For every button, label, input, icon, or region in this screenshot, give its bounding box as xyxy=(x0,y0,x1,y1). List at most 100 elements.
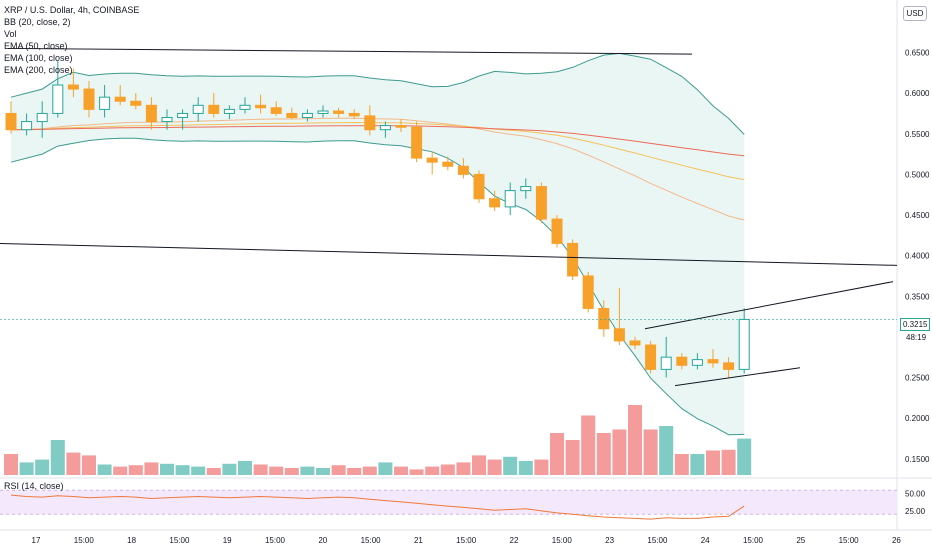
candle-body xyxy=(411,126,423,159)
volume-bar xyxy=(300,466,315,475)
candle-body xyxy=(645,344,657,370)
volume-bar xyxy=(97,464,112,475)
rsi-tick-label: 25.00 xyxy=(905,507,926,516)
volume-bar xyxy=(503,456,518,475)
price-tick-label: 0.1500 xyxy=(905,455,930,464)
time-tick-label: 25 xyxy=(796,536,805,545)
trendline-mid xyxy=(0,242,898,266)
chart-legend: XRP / U.S. Dollar, 4h, COINBASE BB (20, … xyxy=(4,4,139,76)
time-tick-label: 15:00 xyxy=(743,536,764,545)
price-tick-label: 0.4500 xyxy=(905,211,930,220)
volume-bar xyxy=(269,466,284,475)
candle-body xyxy=(582,275,594,309)
volume-bar xyxy=(518,461,533,475)
candle-body xyxy=(504,190,516,208)
candle-body xyxy=(208,104,220,114)
candle-body xyxy=(660,356,672,370)
volume-bar xyxy=(191,466,206,475)
volume-bar xyxy=(82,455,96,475)
volume-bar xyxy=(128,465,143,475)
volume-bar xyxy=(378,462,393,475)
bar-countdown: 48:19 xyxy=(904,332,929,343)
rsi-band xyxy=(0,490,897,515)
time-tick-label: 22 xyxy=(510,536,519,545)
price-tick-label: 0.6000 xyxy=(905,89,930,98)
candle-body xyxy=(21,121,33,131)
volume-bar xyxy=(596,433,611,475)
volume-bar xyxy=(253,464,268,475)
candle-body xyxy=(348,112,360,117)
rsi-tick-label: 50.00 xyxy=(905,490,926,499)
time-tick-label: 23 xyxy=(605,536,614,545)
volume-bar xyxy=(737,438,752,475)
price-tick-label: 0.5500 xyxy=(905,130,930,139)
volume-bar xyxy=(144,462,159,475)
candle-body xyxy=(145,104,157,123)
volume-bar xyxy=(456,462,471,475)
indicator-ema100[interactable]: EMA (100, close) xyxy=(4,53,73,63)
volume-bar xyxy=(581,415,596,475)
candle-body xyxy=(395,125,407,128)
candle-body xyxy=(738,318,750,370)
volume-bar xyxy=(706,450,720,475)
indicator-ema200[interactable]: EMA (200, close) xyxy=(4,65,73,75)
candle-body xyxy=(333,110,345,114)
candle-body xyxy=(239,104,251,110)
candle-body xyxy=(52,84,64,114)
volume-bar xyxy=(222,463,237,475)
time-tick-label: 17 xyxy=(32,536,41,545)
trendline-wedge-top xyxy=(644,281,894,330)
indicator-bb[interactable]: BB (20, close, 2) xyxy=(4,17,71,27)
volume-bar xyxy=(690,454,705,475)
time-tick-label: 15:00 xyxy=(169,536,190,545)
time-tick-label: 15:00 xyxy=(647,536,668,545)
candle-body xyxy=(36,112,48,123)
candle-body xyxy=(83,88,95,110)
time-tick-label: 24 xyxy=(701,536,710,545)
candle-body xyxy=(691,359,703,366)
candle-body xyxy=(723,362,735,370)
volume-bar xyxy=(394,466,408,475)
candle-body xyxy=(473,173,485,200)
candle-body xyxy=(114,96,126,102)
volume-bar xyxy=(628,405,642,475)
volume-bar xyxy=(409,469,424,475)
price-tick-label: 0.4000 xyxy=(905,252,930,261)
candle-body xyxy=(317,110,329,114)
candle-body xyxy=(629,340,641,346)
volume-bar xyxy=(534,459,549,475)
candle-body xyxy=(707,359,719,364)
candle-body xyxy=(270,107,282,114)
candle-body xyxy=(177,112,189,118)
volume-bar xyxy=(721,449,736,475)
candle-body xyxy=(192,104,204,114)
volume-bar xyxy=(472,455,486,475)
candle-body xyxy=(301,112,313,118)
indicator-rsi[interactable]: RSI (14, close) xyxy=(4,481,64,491)
currency-badge[interactable]: USD xyxy=(903,6,927,21)
volume-bar xyxy=(238,461,252,475)
time-tick-label: 19 xyxy=(223,536,232,545)
volume-bar xyxy=(331,465,346,475)
time-tick-label: 15:00 xyxy=(456,536,477,545)
volume-bar xyxy=(113,466,128,475)
last-price-label: 0.3215 xyxy=(900,318,931,331)
candle-body xyxy=(442,161,454,167)
price-tick-label: 0.2500 xyxy=(905,374,930,383)
rsi-line xyxy=(10,494,745,520)
indicator-vol[interactable]: Vol xyxy=(4,29,17,39)
candle-body xyxy=(67,84,79,90)
candle-body xyxy=(379,125,391,131)
price-tick-label: 0.3500 xyxy=(905,292,930,301)
candle-body xyxy=(676,356,688,366)
candle-body xyxy=(567,242,579,277)
time-tick-label: 20 xyxy=(318,536,327,545)
trendline-top xyxy=(7,47,693,55)
ema-200-line xyxy=(10,125,745,157)
candle-body xyxy=(364,115,376,131)
candle-body xyxy=(426,157,438,163)
price-tick-label: 0.6500 xyxy=(905,49,930,58)
indicator-ema50[interactable]: EMA (50, close) xyxy=(4,41,68,51)
candle-body xyxy=(223,108,235,114)
